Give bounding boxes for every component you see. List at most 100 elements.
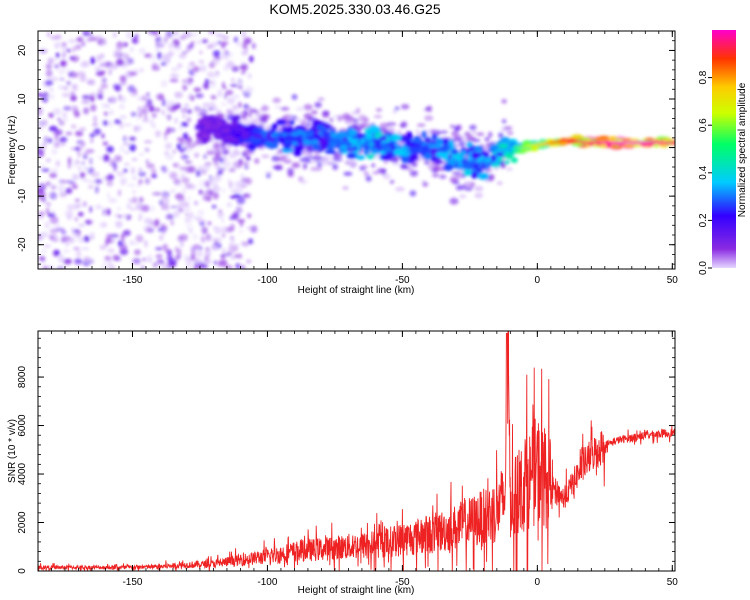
heatmap-cell <box>210 244 219 251</box>
heatmap-cell <box>201 136 208 144</box>
heatmap-cell <box>238 126 246 132</box>
heatmap-cell <box>103 111 109 116</box>
heatmap-cell <box>127 85 135 93</box>
heatmap-cell <box>224 252 233 257</box>
heatmap-cell <box>242 41 248 50</box>
heatmap-cell <box>308 151 313 158</box>
heatmap-cell <box>232 161 239 169</box>
heatmap-cell <box>293 145 304 153</box>
heatmap-cell <box>137 96 142 101</box>
heatmap-cell <box>359 164 369 169</box>
heatmap-cell <box>224 150 229 155</box>
heatmap-cell <box>376 168 387 173</box>
heatmap-cell <box>106 208 111 216</box>
heatmap-cell <box>529 148 539 152</box>
heatmap-cell <box>82 31 90 37</box>
heatmap-cell <box>246 225 253 231</box>
heatmap-cell <box>346 152 357 160</box>
heatmap-cell <box>193 152 200 158</box>
heatmap-cell <box>49 87 54 92</box>
heatmap-cell <box>223 155 228 162</box>
heatmap-cell <box>72 46 76 53</box>
heatmap-cell <box>157 51 162 60</box>
heatmap-cell <box>416 123 426 128</box>
heatmap-cell <box>472 151 479 160</box>
heatmap-cell <box>404 140 415 148</box>
heatmap-cell <box>62 118 69 122</box>
heatmap-cell <box>40 250 48 254</box>
heatmap-cell <box>261 154 270 158</box>
heatmap-cell <box>46 202 51 207</box>
heatmap-cell <box>73 246 80 251</box>
heatmap-cell <box>195 131 205 140</box>
heatmap-cell <box>151 124 156 129</box>
heatmap-cell <box>80 141 86 147</box>
heatmap-cell <box>283 134 295 140</box>
heatmap-cell <box>240 173 245 179</box>
heatmap-cell <box>223 92 228 100</box>
heatmap-cell <box>119 176 128 183</box>
heatmap-cell <box>74 198 81 202</box>
heatmap-cell <box>228 167 236 173</box>
heatmap-cell <box>400 104 410 110</box>
heatmap-cell <box>186 142 192 148</box>
heatmap-cell <box>333 155 338 159</box>
heatmap-cell <box>344 118 352 124</box>
heatmap-cell <box>65 131 73 136</box>
heatmap-cell <box>311 124 319 131</box>
heatmap-cell <box>215 71 220 75</box>
heatmap-cell <box>314 101 322 108</box>
heatmap-cell <box>195 258 202 263</box>
heatmap-cell <box>503 126 513 130</box>
heatmap-cell <box>421 130 427 139</box>
heatmap-cell <box>70 105 78 111</box>
heatmap-cell <box>65 242 69 247</box>
heatmap-cell <box>310 167 320 171</box>
heatmap-cell <box>240 241 250 246</box>
heatmap-cell <box>234 151 242 156</box>
heatmap-cell <box>455 154 461 161</box>
heatmap-cell <box>507 130 514 136</box>
heatmap-cell <box>179 201 184 205</box>
heatmap-cell <box>235 186 244 194</box>
heatmap-cell <box>202 102 209 108</box>
heatmap-cell <box>39 49 48 54</box>
heatmap-cell <box>201 226 208 235</box>
heatmap-cell <box>138 213 143 219</box>
heatmap-cell <box>208 236 216 243</box>
heatmap-cell <box>167 51 173 58</box>
heatmap-cell <box>488 131 493 138</box>
colorbar-tick-label: 0.0 <box>698 261 709 275</box>
heatmap-cell <box>43 244 52 248</box>
heatmap-cell <box>51 226 59 230</box>
heatmap-cell <box>171 128 175 133</box>
heatmap-cell <box>216 88 223 94</box>
heatmap-cell <box>160 80 168 88</box>
heatmap-cell <box>83 151 89 156</box>
heatmap-cells <box>38 31 675 269</box>
heatmap-cell <box>182 132 188 140</box>
heatmap-cell <box>161 197 170 206</box>
heatmap-cell <box>82 178 89 182</box>
heatmap-cell <box>154 107 161 113</box>
heatmap-cell <box>62 248 71 254</box>
colorbar: 0.0 0.2 0.4 0.6 0.8 Normalized spectral ampl… <box>698 30 748 275</box>
heatmap-cell <box>44 221 50 229</box>
y-tick-label: 8000 <box>17 366 28 389</box>
heatmap-cell <box>59 59 68 68</box>
heatmap-cell <box>165 203 170 212</box>
heatmap-cell <box>230 188 238 194</box>
heatmap-cell <box>371 163 376 168</box>
heatmap-cell <box>180 154 189 160</box>
heatmap-cell <box>214 150 222 158</box>
heatmap-cell <box>165 31 174 38</box>
heatmap-cell <box>103 120 108 126</box>
heatmap-cell <box>55 62 61 71</box>
heatmap-cell <box>81 247 90 251</box>
heatmap-cell <box>254 158 260 164</box>
heatmap-cell <box>136 113 140 122</box>
heatmap-cell <box>463 181 473 188</box>
heatmap-cell <box>247 213 252 219</box>
heatmap-cell <box>177 208 183 213</box>
